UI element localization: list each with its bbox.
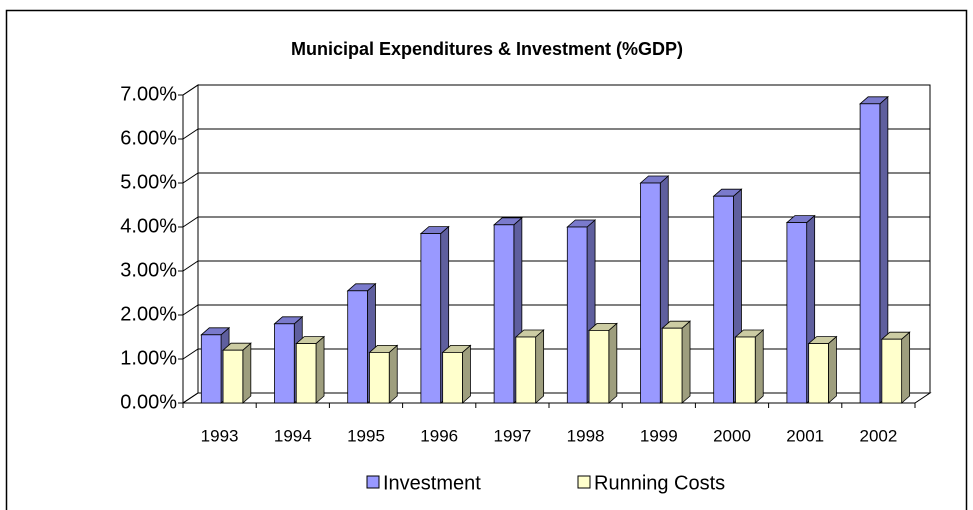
bar	[807, 335, 838, 404]
grid-line	[182, 216, 930, 228]
bar-front	[566, 226, 588, 404]
x-tick-label: 1996	[420, 426, 458, 445]
grid-line	[182, 84, 930, 96]
x-tick-label: 1997	[493, 426, 531, 445]
bar-front	[808, 343, 829, 404]
bar-side	[315, 335, 325, 404]
bar-front	[347, 290, 368, 404]
bar-front	[295, 343, 317, 404]
bar	[514, 329, 545, 404]
bar	[368, 344, 399, 404]
bar-front	[713, 195, 734, 404]
x-tick-label: 1993	[201, 426, 239, 445]
bar	[295, 335, 326, 404]
bar-front	[442, 351, 463, 404]
legend-label: Investment	[383, 472, 481, 494]
grid-line	[182, 172, 930, 184]
chart-title: Municipal Expenditures & Investment (%GD…	[291, 39, 683, 59]
bar	[273, 315, 304, 404]
bar-front	[786, 222, 808, 404]
bar-front	[200, 334, 222, 404]
bar-side	[388, 344, 398, 404]
y-tick-label: 4.00%	[120, 215, 177, 237]
x-tick-label: 2001	[786, 426, 824, 445]
y-tick-label: 6.00%	[120, 127, 177, 149]
bar-side	[608, 322, 618, 404]
bar-front	[515, 336, 537, 404]
bar-side	[462, 344, 471, 404]
grid-line	[182, 128, 930, 140]
y-tick-label: 3.00%	[120, 259, 177, 281]
y-tick-label: 2.00%	[120, 303, 177, 325]
bar	[661, 320, 692, 404]
x-tick-label: 1994	[274, 426, 312, 445]
bar-front	[661, 327, 683, 404]
bar-front	[369, 351, 390, 404]
grid-line	[182, 304, 930, 316]
bar	[441, 344, 472, 404]
bar	[880, 331, 911, 404]
x-tick-label: 1995	[347, 426, 385, 445]
bar-front	[420, 233, 442, 404]
grid-line	[182, 260, 930, 272]
y-tick-label: 5.00%	[120, 171, 177, 193]
bar-side	[535, 329, 545, 404]
bar-front	[640, 182, 661, 404]
x-tick-label: 2002	[859, 426, 897, 445]
x-tick-label: 1999	[640, 426, 678, 445]
x-tick-label: 2000	[713, 426, 751, 445]
side-wall	[182, 84, 199, 404]
bar-front	[493, 224, 515, 404]
legend-swatch	[366, 475, 380, 489]
x-tick-label: 1998	[567, 426, 605, 445]
bar	[734, 329, 765, 404]
bar-side	[901, 331, 911, 404]
bar-front	[859, 103, 881, 404]
bar-front	[735, 336, 756, 404]
bar-side	[242, 342, 252, 404]
y-tick-label: 1.00%	[120, 347, 177, 369]
bar-side	[681, 320, 691, 404]
y-tick-label: 7.00%	[120, 83, 177, 105]
legend-swatch	[577, 475, 591, 489]
bar-side	[754, 329, 764, 404]
bar-front	[274, 323, 295, 404]
bar-front	[222, 349, 244, 404]
bar-front	[881, 338, 903, 404]
y-tick-label: 0.00%	[120, 391, 177, 413]
bar	[221, 342, 252, 404]
bar	[587, 322, 618, 404]
bar-side	[828, 335, 837, 404]
legend-label: Running Costs	[594, 472, 725, 494]
bar-front	[588, 329, 610, 404]
